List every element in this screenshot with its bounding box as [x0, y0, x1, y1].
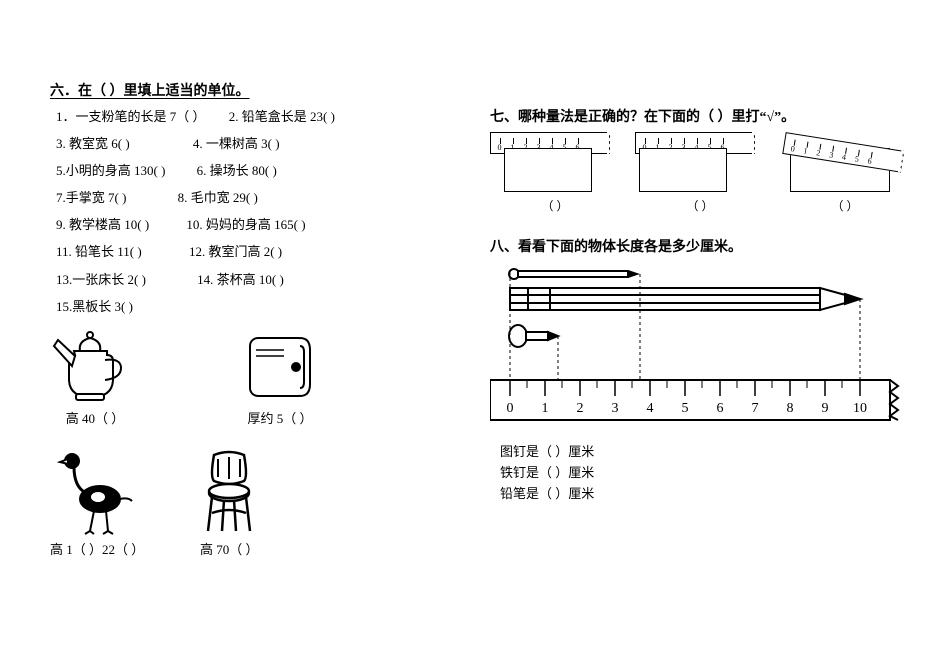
- ruler-tick-label: 8: [787, 401, 794, 416]
- big-ruler: 0 1 2 3 4 5 6 7 8 9 10: [490, 380, 898, 420]
- ruler-tick-label: 4: [647, 401, 654, 416]
- q-row: 7.手掌宽 7( ) 8. 毛巾宽 29( ): [56, 187, 440, 209]
- ruler-tick-label: 1: [542, 401, 549, 416]
- ruler-answer: （ ）: [780, 197, 910, 214]
- q-item: 6. 操场长 80( ): [197, 160, 277, 182]
- ruler-answer: （ ）: [635, 197, 765, 214]
- q-item: 1．一支粉笔的长是 7（ ）: [56, 109, 206, 124]
- section7-title: 七、哪种量法是正确的？在下面的（ ）里打“√”。: [490, 106, 910, 126]
- q-item: 15.黑板长 3( ): [56, 299, 133, 314]
- q-row: 11. 铅笔长 11( ) 12. 教室门高 2( ): [56, 241, 440, 263]
- iron-nail-icon: [509, 269, 640, 279]
- pic-label: 高 1（ ）22（ ）: [50, 539, 144, 558]
- q-item: 10. 妈妈的身高 165( ): [186, 214, 305, 236]
- pic-label: 厚约 5（ ）: [240, 408, 320, 427]
- q-row: 3. 教室宽 6( ) 4. 一棵树高 3( ): [56, 133, 440, 155]
- ruler-tick-label: 7: [752, 401, 759, 416]
- q-item: 12. 教室门高 2( ): [189, 241, 282, 263]
- objects-svg: 0 1 2 3 4 5 6 7 8 9 10: [490, 262, 900, 432]
- ostrich-icon: [50, 447, 140, 537]
- left-column: 六．在（ ）里填上适当的单位。 1．一支粉笔的长是 7（ ） 2. 铅笔盒长是 …: [0, 0, 460, 672]
- q-row: 1．一支粉笔的长是 7（ ） 2. 铅笔盒长是 23( ): [56, 106, 440, 128]
- q-item: 14. 茶杯高 10( ): [197, 269, 284, 291]
- worksheet-page: 六．在（ ）里填上适当的单位。 1．一支粉笔的长是 7（ ） 2. 铅笔盒长是 …: [0, 0, 950, 672]
- q-item: 7.手掌宽 7( ): [56, 190, 126, 205]
- pencil-icon: [510, 288, 860, 310]
- paper-rect: [504, 148, 592, 192]
- ruler-row: 0 1 2 3 4 5 6 （ ） 0 1 2 3 4: [490, 132, 910, 202]
- answer-line: 图钉是（ ）厘米: [500, 442, 910, 463]
- pic-label: 高 40（ ）: [50, 408, 140, 427]
- q-row: 9. 教学楼高 10( ) 10. 妈妈的身高 165( ): [56, 214, 440, 236]
- pic-ostrich: 高 1（ ）22（ ）: [50, 447, 144, 558]
- q-item: 9. 教学楼高 10( ): [56, 217, 149, 232]
- q-item: 11. 铅笔长 11( ): [56, 244, 142, 259]
- ruler-case-3: 0 1 2 3 4 5 6 （ ）: [780, 132, 910, 202]
- q-row: 5.小明的身高 130( ) 6. 操场长 80( ): [56, 160, 440, 182]
- ruler-tick: 6: [862, 157, 876, 168]
- teapot-icon: [50, 326, 140, 406]
- answer-line: 铁钉是（ ）厘米: [500, 463, 910, 484]
- q-item: 2. 铅笔盒长是 23( ): [229, 106, 335, 128]
- answer-line: 铅笔是（ ）厘米: [500, 484, 910, 505]
- q-row: 13.一张床长 2( ) 14. 茶杯高 10( ): [56, 269, 440, 291]
- ruler-tick-label: 0: [507, 401, 514, 416]
- ruler-tick-label: 9: [822, 401, 829, 416]
- pic-row-2: 高 1（ ）22（ ） 高 70（ ）: [50, 447, 440, 558]
- pic-label: 高 70（ ）: [194, 539, 264, 558]
- ruler-answer: （ ）: [490, 197, 620, 214]
- section8-title: 八、看看下面的物体长度各是多少厘米。: [490, 236, 910, 256]
- q-item: 5.小明的身高 130( ): [56, 163, 165, 178]
- q-item: 3. 教室宽 6( ): [56, 136, 130, 151]
- ruler-case-2: 0 1 2 3 4 5 6 （ ）: [635, 132, 765, 202]
- ruler-tick-label: 5: [682, 401, 689, 416]
- ruler-case-1: 0 1 2 3 4 5 6 （ ）: [490, 132, 620, 202]
- section6-title: 六．在（ ）里填上适当的单位。: [50, 80, 440, 100]
- section8-answers: 图钉是（ ）厘米 铁钉是（ ）厘米 铅笔是（ ）厘米: [500, 442, 910, 504]
- paper-rect: [639, 148, 727, 192]
- ruler-tick-label: 3: [612, 401, 619, 416]
- objects-diagram: 0 1 2 3 4 5 6 7 8 9 10: [490, 262, 910, 432]
- ruler-tick-label: 10: [853, 401, 867, 416]
- pic-row-1: 高 40（ ） 厚约 5（ ）: [50, 326, 440, 427]
- wallet-icon: [240, 326, 320, 406]
- q-item: 8. 毛巾宽 29( ): [178, 187, 258, 209]
- ruler-tick-label: 6: [717, 401, 724, 416]
- ruler-tick-label: 2: [577, 401, 584, 416]
- pic-teapot: 高 40（ ）: [50, 326, 140, 427]
- q-row: 15.黑板长 3( ): [56, 296, 440, 318]
- q-item: 13.一张床长 2( ): [56, 272, 146, 287]
- q-item: 4. 一棵树高 3( ): [193, 133, 280, 155]
- pic-stool: 高 70（ ）: [194, 447, 264, 558]
- stool-icon: [194, 447, 264, 537]
- thumbtack-icon: [509, 325, 558, 347]
- pic-wallet: 厚约 5（ ）: [240, 326, 320, 427]
- right-column: 七、哪种量法是正确的？在下面的（ ）里打“√”。 0 1 2 3 4 5 6 （…: [460, 0, 950, 672]
